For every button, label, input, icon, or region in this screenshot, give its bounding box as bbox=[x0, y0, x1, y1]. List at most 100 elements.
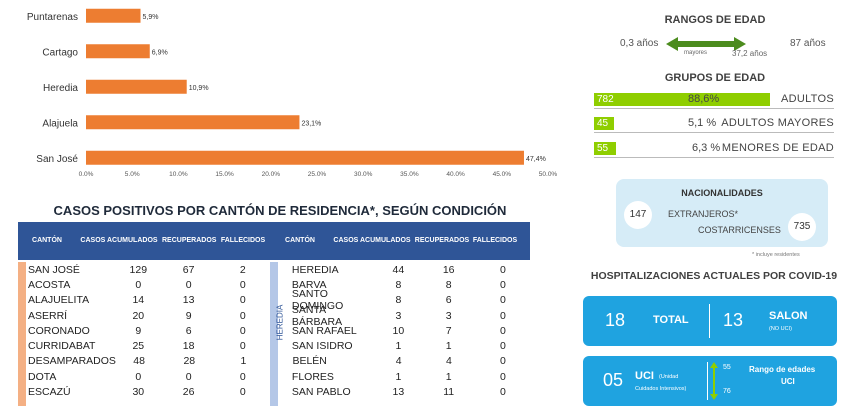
table-cell: 8 bbox=[395, 294, 402, 307]
canton-name: DOTA bbox=[28, 370, 57, 383]
table-cell: 0 bbox=[499, 386, 506, 399]
bar bbox=[86, 79, 187, 94]
table-cell: 0 bbox=[239, 340, 246, 353]
age-range-title: RANGOS DE EDAD bbox=[664, 14, 766, 26]
canton-name: DESAMPARADOS bbox=[28, 355, 116, 368]
table-row: ESCAZÚ 30 26 0 SAN PABLO 13 11 0 bbox=[18, 384, 530, 399]
canton-name: ESCAZÚ bbox=[28, 386, 71, 399]
table-cell: 0 bbox=[499, 340, 506, 353]
canton-name: BARVA bbox=[291, 278, 327, 291]
tick-label: 15.0% bbox=[215, 171, 234, 178]
table-cell: 1 bbox=[395, 340, 402, 353]
table-cell: 2 bbox=[239, 263, 246, 276]
tick-label: 25.0% bbox=[308, 171, 327, 178]
table-title: CASOS POSITIVOS POR CANTÓN DE RESIDENCIA… bbox=[53, 203, 507, 218]
table-cell: 9 bbox=[135, 324, 142, 337]
table-row: ALAJUELITA 14 13 0 SANTO DOMINGO 8 6 0 bbox=[18, 288, 530, 312]
header-canton-left: CANTÓN bbox=[32, 237, 62, 244]
group-pct: 6,3 % bbox=[692, 142, 721, 154]
range-arrow-icon bbox=[710, 362, 718, 400]
canton-name: BELÉN bbox=[292, 355, 327, 368]
province-bar-chart: Puntarenas 5,9% Cartago 6,9% Heredia 10,9% Ala… bbox=[27, 8, 558, 178]
canton-name: CURRIDABAT bbox=[28, 340, 96, 353]
bar bbox=[86, 8, 141, 23]
table-cell: 9 bbox=[185, 309, 192, 322]
table-cell: 7 bbox=[445, 324, 452, 337]
value-label: 10,9% bbox=[189, 85, 209, 92]
bar bbox=[86, 150, 524, 165]
header-cases-left: CASOS ACUMULADOS bbox=[80, 237, 158, 244]
total-label: TOTAL bbox=[653, 314, 689, 326]
canton-name: SANTA BÁRBARA bbox=[291, 303, 343, 328]
table-cell: 0 bbox=[135, 278, 142, 291]
table-cell: 25 bbox=[132, 340, 145, 353]
total-count: 18 bbox=[605, 310, 626, 330]
canton-name: ALAJUELITA bbox=[28, 294, 90, 307]
canton-name: ACOSTA bbox=[28, 278, 71, 291]
table-row: DOTA 0 0 0 FLORES 1 1 0 bbox=[18, 369, 530, 384]
header-cases-right: CASOS ACUMULADOS bbox=[333, 237, 411, 244]
hospital-title: HOSPITALIZACIONES ACTUALES POR COVID-19 bbox=[590, 270, 838, 282]
table-cell: 8 bbox=[395, 278, 402, 291]
group-label: MENORES DE EDAD bbox=[721, 142, 834, 154]
tick-label: 50.0% bbox=[539, 171, 558, 178]
table-cell: 3 bbox=[445, 309, 452, 322]
canton-name: SAN JOSÉ bbox=[28, 263, 80, 276]
nationalities-note: * incluye residentes bbox=[752, 252, 800, 258]
group-bar: 782 bbox=[594, 93, 770, 106]
table-header: CANTÓN CASOS ACUMULADOS RECUPERADOS FALL… bbox=[18, 222, 530, 260]
table-cell: 44 bbox=[392, 263, 405, 276]
value-label: 47,4% bbox=[526, 156, 546, 163]
table-cell: 0 bbox=[135, 370, 142, 383]
group-label: ADULTOS MAYORES bbox=[721, 117, 834, 129]
group-bar: 45 bbox=[594, 117, 614, 130]
tick-label: 20.0% bbox=[262, 171, 281, 178]
divider bbox=[707, 362, 708, 400]
table-row: ACOSTA 0 0 0 BARVA 8 8 0 bbox=[18, 277, 530, 292]
group-minors: 55 6,3 % MENORES DE EDAD bbox=[594, 140, 834, 158]
table-cell: 14 bbox=[132, 294, 145, 307]
table-row: SAN JOSÉ 129 67 2 HEREDIA 44 16 0 bbox=[18, 262, 530, 277]
table-cell: 0 bbox=[499, 294, 506, 307]
table-cell: 0 bbox=[185, 370, 192, 383]
age-top: 55 bbox=[723, 364, 731, 371]
table-cell: 1 bbox=[445, 370, 452, 383]
foreign-count: 147 bbox=[624, 201, 652, 229]
local-count: 735 bbox=[788, 213, 816, 241]
table-cell: 0 bbox=[239, 370, 246, 383]
foreign-label: EXTRANJEROS* bbox=[668, 209, 739, 219]
age-groups-title: GRUPOS DE EDAD bbox=[664, 72, 766, 84]
tick-label: 35.0% bbox=[400, 171, 419, 178]
divider bbox=[594, 132, 834, 133]
header-canton-right: CANTÓN bbox=[285, 237, 315, 244]
table-cell: 30 bbox=[132, 386, 145, 399]
value-label: 23,1% bbox=[301, 120, 321, 127]
value-label: 5,9% bbox=[143, 14, 159, 21]
tick-label: 0.0% bbox=[79, 171, 94, 178]
tick-label: 5.0% bbox=[125, 171, 140, 178]
canton-name: SAN ISIDRO bbox=[291, 340, 353, 353]
table-cell: 0 bbox=[239, 386, 246, 399]
tick-label: 10.0% bbox=[169, 171, 188, 178]
group-pct: 88,6% bbox=[688, 93, 720, 105]
table-cell: 0 bbox=[499, 324, 506, 337]
hospital-total-card: 18 TOTAL 13 SALON (NO UCI) bbox=[583, 296, 837, 346]
tick-label: 40.0% bbox=[446, 171, 465, 178]
canton-name: SAN PABLO bbox=[291, 386, 351, 399]
tick-label: 45.0% bbox=[493, 171, 512, 178]
sanjose-strip bbox=[18, 262, 26, 406]
header-recovered-right: RECUPERADOS bbox=[414, 237, 470, 244]
age-range-row: 0,3 años 87 años bbox=[612, 37, 842, 51]
table-cell: 13 bbox=[392, 386, 405, 399]
table-cell: 1 bbox=[445, 340, 452, 353]
uci-sub2: Cuidados Intensivos) bbox=[635, 386, 687, 392]
bar bbox=[86, 44, 150, 59]
header-deaths-left: FALLECIDOS bbox=[220, 237, 266, 244]
table-cell: 0 bbox=[499, 263, 506, 276]
table-cell: 10 bbox=[392, 324, 405, 337]
table-cell: 26 bbox=[182, 386, 195, 399]
divider bbox=[594, 108, 834, 109]
nationalities-title: NACIONALIDADES bbox=[681, 188, 763, 198]
table-cell: 18 bbox=[182, 340, 195, 353]
uci-count: 05 bbox=[603, 370, 624, 390]
